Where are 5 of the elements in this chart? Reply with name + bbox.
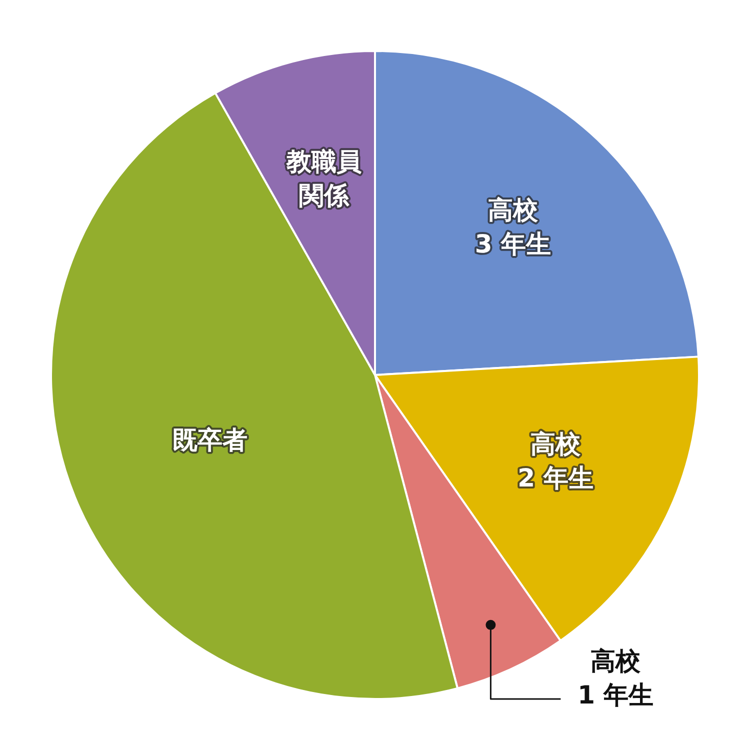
slice-label: 高校 3 年生: [474, 196, 552, 258]
slice-label: 高校 2 年生: [518, 429, 594, 492]
slice-label: 既卒者: [172, 426, 248, 455]
slice-label: 教職員関係: [285, 147, 362, 210]
slice-label: 高校 1 年生: [578, 646, 654, 710]
